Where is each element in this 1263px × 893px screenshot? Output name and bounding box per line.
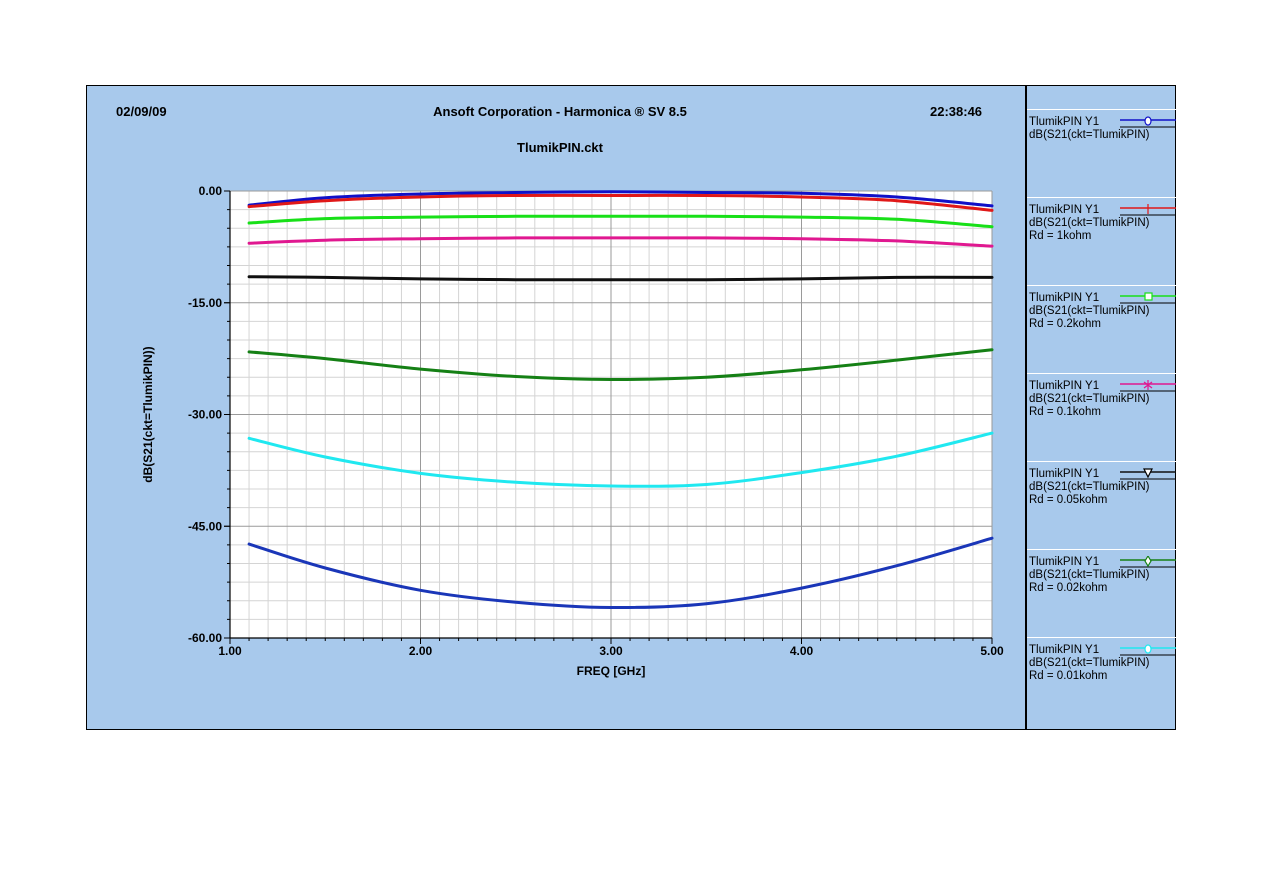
- legend-swatch-circle-icon: [1120, 644, 1176, 656]
- legend-divider: [1025, 85, 1027, 730]
- legend-entry-param: Rd = 0.1kohm: [1029, 406, 1101, 418]
- legend-entry-param: Rd = 0.05kohm: [1029, 494, 1108, 506]
- legend-marker-square-icon: [1144, 292, 1153, 301]
- legend-entry-3: TlumikPIN Y1 dB(S21(ckt=TlumikPIN) Rd = 0.…: [1027, 285, 1176, 374]
- legend-entry-5: TlumikPIN Y1 dB(S21(ckt=TlumikPIN) Rd = 0.…: [1027, 461, 1176, 550]
- header-date: 02/09/09: [116, 104, 167, 119]
- legend-marker-diamond-icon: [1144, 556, 1152, 568]
- legend-entry-label: dB(S21(ckt=TlumikPIN): [1029, 481, 1150, 493]
- legend-swatch-diamond-icon: [1120, 556, 1176, 568]
- legend-marker-asterisk-icon: [1143, 380, 1153, 390]
- legend-entry-name: TlumikPIN Y1: [1029, 468, 1100, 480]
- legend-swatch-triangle-icon: [1120, 468, 1176, 480]
- legend-entry-label: dB(S21(ckt=TlumikPIN): [1029, 657, 1150, 669]
- legend-marker-circle-icon: [1144, 644, 1152, 654]
- legend-entry-param: Rd = 0.01kohm: [1029, 670, 1108, 682]
- legend-entry-name: TlumikPIN Y1: [1029, 116, 1100, 128]
- legend-entry-1: TlumikPIN Y1 dB(S21(ckt=TlumikPIN): [1027, 109, 1176, 198]
- legend-entry-param: Rd = 0.02kohm: [1029, 582, 1108, 594]
- legend-entry-label: dB(S21(ckt=TlumikPIN): [1029, 129, 1150, 141]
- legend-entry-2: TlumikPIN Y1 dB(S21(ckt=TlumikPIN) Rd = 1k…: [1027, 197, 1176, 286]
- legend-entry-6: TlumikPIN Y1 dB(S21(ckt=TlumikPIN) Rd = 0.…: [1027, 549, 1176, 638]
- legend-swatch-circle-icon: [1120, 116, 1176, 128]
- legend-marker-triangle-icon: [1143, 468, 1153, 479]
- header-title: Ansoft Corporation - Harmonica ® SV 8.5: [433, 104, 687, 119]
- legend-entry-label: dB(S21(ckt=TlumikPIN): [1029, 393, 1150, 405]
- legend-swatch-asterisk-icon: [1120, 380, 1176, 392]
- legend-entry-name: TlumikPIN Y1: [1029, 380, 1100, 392]
- legend-swatch-plus-icon: [1120, 204, 1176, 216]
- legend-entry-name: TlumikPIN Y1: [1029, 556, 1100, 568]
- legend-entry-name: TlumikPIN Y1: [1029, 292, 1100, 304]
- legend-entry-name: TlumikPIN Y1: [1029, 204, 1100, 216]
- header-time: 22:38:46: [930, 104, 983, 119]
- legend-entry-4: TlumikPIN Y1 dB(S21(ckt=TlumikPIN) Rd = 0.…: [1027, 373, 1176, 462]
- legend-marker-circle-icon: [1144, 116, 1152, 126]
- legend-entry-label: dB(S21(ckt=TlumikPIN): [1029, 305, 1150, 317]
- legend-entry-7: TlumikPIN Y1 dB(S21(ckt=TlumikPIN) Rd = 0.…: [1027, 637, 1176, 726]
- plot-frame: [86, 85, 1176, 730]
- legend-entry-label: dB(S21(ckt=TlumikPIN): [1029, 569, 1150, 581]
- legend-entry-name: TlumikPIN Y1: [1029, 644, 1100, 656]
- legend-entry-param: Rd = 0.2kohm: [1029, 318, 1101, 330]
- legend-entry-label: dB(S21(ckt=TlumikPIN): [1029, 217, 1150, 229]
- legend-entry-param: Rd = 1kohm: [1029, 230, 1092, 242]
- chart-title: TlumikPIN.ckt: [517, 140, 603, 155]
- legend-swatch-square-icon: [1120, 292, 1176, 304]
